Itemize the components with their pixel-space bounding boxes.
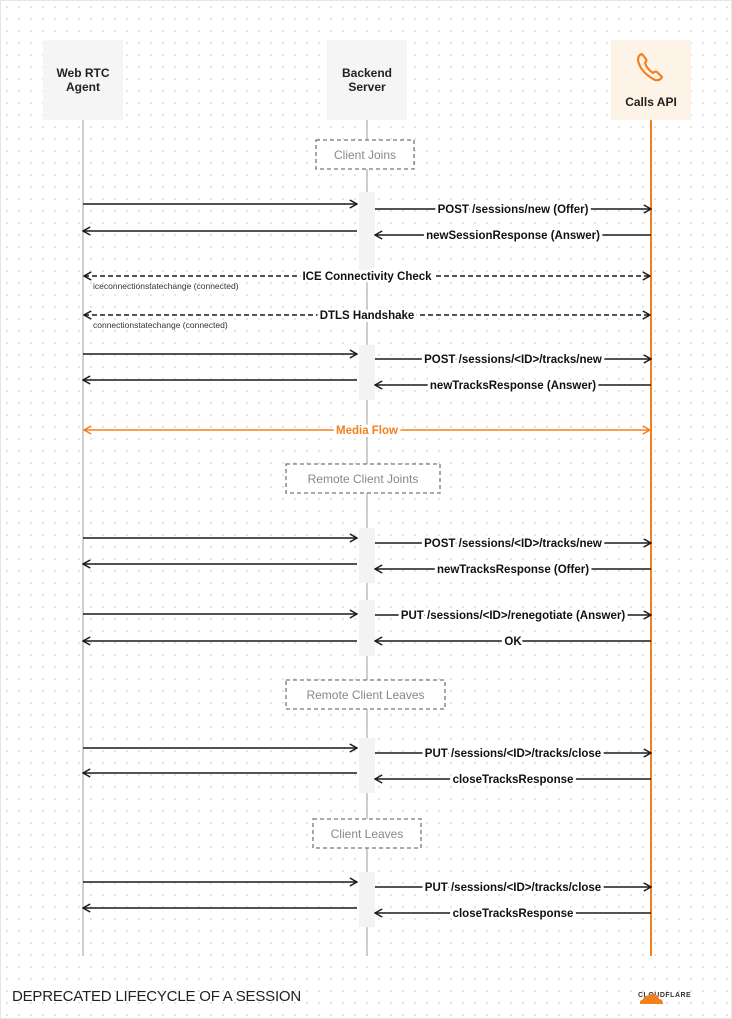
message-arrow: POST /sessions/<ID>/tracks/new	[375, 351, 651, 369]
activation-bar	[359, 192, 375, 270]
participant-label: Calls API	[625, 95, 677, 109]
phone-icon	[636, 52, 664, 82]
participant-label: Web RTC	[56, 66, 109, 80]
message-arrow: closeTracksResponse	[375, 771, 651, 789]
message-label: POST /sessions/new (Offer)	[438, 204, 589, 216]
activation-bar	[359, 528, 375, 583]
message-arrow: OK	[375, 633, 651, 651]
message-label: newTracksResponse (Answer)	[430, 380, 596, 392]
activation-bar	[359, 738, 375, 793]
participant-box	[43, 40, 123, 120]
svg-text:Client Joins: Client Joins	[334, 148, 396, 162]
section-label: Remote Client Leaves	[285, 679, 446, 710]
message-arrow: Media Flow	[84, 422, 650, 440]
message-label: PUT /sessions/<ID>/tracks/close	[425, 882, 601, 894]
message-label: DTLS Handshake	[320, 310, 415, 322]
activation-bar	[359, 600, 375, 656]
message-arrow: newSessionResponse (Answer)	[375, 227, 651, 245]
participant-box	[327, 40, 407, 120]
message-label: closeTracksResponse	[453, 774, 574, 786]
svg-text:Remote Client Joints: Remote Client Joints	[308, 472, 419, 486]
svg-text:Remote Client Leaves: Remote Client Leaves	[306, 688, 424, 702]
message-label: PUT /sessions/<ID>/renegotiate (Answer)	[401, 610, 625, 622]
message-arrow: PUT /sessions/<ID>/renegotiate (Answer)	[375, 607, 651, 625]
participant-label: Server	[348, 80, 386, 94]
message-arrow: POST /sessions/new (Offer)	[375, 201, 651, 219]
message-label: newTracksResponse (Offer)	[437, 564, 589, 576]
message-note: connectionstatechange (connected)	[93, 320, 228, 330]
activation-bar	[359, 872, 375, 927]
svg-text:Client Leaves: Client Leaves	[331, 827, 404, 841]
participant-label: Backend	[342, 66, 392, 80]
message-label: POST /sessions/<ID>/tracks/new	[424, 538, 602, 550]
cloudflare-logo: CLOUDFLARE	[638, 992, 691, 1004]
section-label: Client Joins	[315, 139, 415, 170]
message-label: PUT /sessions/<ID>/tracks/close	[425, 748, 601, 760]
message-label: ICE Connectivity Check	[302, 271, 432, 283]
diagram-title: DEPRECATED LIFECYCLE OF A SESSION	[12, 988, 302, 1005]
section-label: Client Leaves	[312, 818, 422, 849]
message-arrow: newTracksResponse (Offer)	[375, 561, 651, 579]
message-arrow: newTracksResponse (Answer)	[375, 377, 651, 395]
message-label: Media Flow	[336, 425, 398, 437]
participant-label: Agent	[66, 80, 100, 94]
activation-bar	[359, 345, 375, 400]
message-label: OK	[504, 636, 522, 648]
message-arrow: PUT /sessions/<ID>/tracks/close	[375, 879, 651, 897]
message-arrow: POST /sessions/<ID>/tracks/new	[375, 535, 651, 553]
section-label: Remote Client Joints	[285, 463, 441, 494]
participant-calls-api: Calls API	[611, 40, 691, 120]
message-label: POST /sessions/<ID>/tracks/new	[424, 354, 602, 366]
message-note: iceconnectionstatechange (connected)	[93, 281, 239, 291]
message-arrow: ICE Connectivity Check iceconnectionstate…	[84, 268, 650, 291]
message-arrow: PUT /sessions/<ID>/tracks/close	[375, 745, 651, 763]
message-label: closeTracksResponse	[453, 908, 574, 920]
message-label: newSessionResponse (Answer)	[426, 230, 600, 242]
participant-box	[611, 40, 691, 120]
message-arrow: DTLS Handshake connectionstatechange (con…	[84, 307, 650, 330]
message-arrow: closeTracksResponse	[375, 905, 651, 923]
cloud-icon	[639, 993, 663, 1004]
